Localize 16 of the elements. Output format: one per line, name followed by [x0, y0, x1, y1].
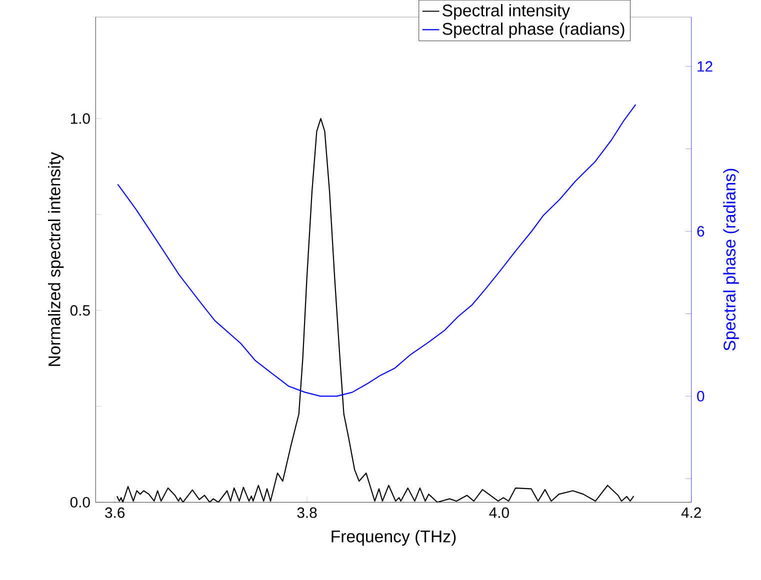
- x-tick-label: 4.0: [489, 507, 509, 518]
- y2-tick-label: 0: [697, 390, 704, 402]
- y2-axis-title: Spectral phase (radians): [723, 168, 739, 351]
- x-axis-title: Frequency (THz): [332, 530, 456, 546]
- x-tick-label: 4.2: [681, 507, 701, 518]
- x-tick-label: 3.8: [297, 507, 317, 518]
- y2-tick-label: 12: [698, 61, 712, 72]
- x-tick-label: 3.6: [105, 507, 125, 518]
- y-axis-title: Normalized spectral intensity: [48, 152, 64, 366]
- legend-label: Spectral phase (radians): [442, 22, 624, 38]
- y2-tick-label: 6: [697, 226, 704, 237]
- legend-label: Spectral intensity: [442, 4, 570, 20]
- y-tick-label: 0.0: [70, 497, 90, 508]
- y-tick-label: 1.0: [70, 113, 90, 124]
- y-tick-label: 0.5: [70, 305, 90, 316]
- line-series: [117, 104, 636, 397]
